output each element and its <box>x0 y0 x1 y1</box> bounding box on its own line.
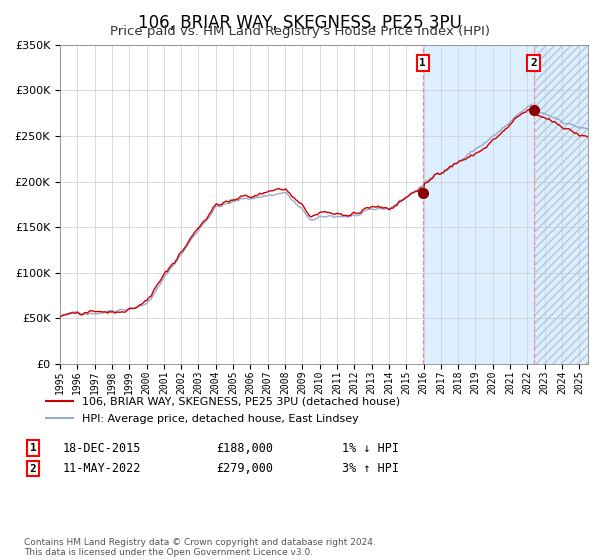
Text: 3% ↑ HPI: 3% ↑ HPI <box>342 462 399 475</box>
Bar <box>423 45 588 364</box>
Text: £279,000: £279,000 <box>216 462 273 475</box>
Text: 1% ↓ HPI: 1% ↓ HPI <box>342 441 399 455</box>
Legend: 106, BRIAR WAY, SKEGNESS, PE25 3PU (detached house), HPI: Average price, detache: 106, BRIAR WAY, SKEGNESS, PE25 3PU (deta… <box>40 391 406 429</box>
Text: 11-MAY-2022: 11-MAY-2022 <box>63 462 142 475</box>
Bar <box>533 45 588 364</box>
Text: 2: 2 <box>530 58 537 68</box>
Text: 2: 2 <box>29 464 37 474</box>
Text: 18-DEC-2015: 18-DEC-2015 <box>63 441 142 455</box>
Text: 1: 1 <box>29 443 37 453</box>
Text: Contains HM Land Registry data © Crown copyright and database right 2024.
This d: Contains HM Land Registry data © Crown c… <box>24 538 376 557</box>
Text: 1: 1 <box>419 58 426 68</box>
Text: £188,000: £188,000 <box>216 441 273 455</box>
Text: 106, BRIAR WAY, SKEGNESS, PE25 3PU: 106, BRIAR WAY, SKEGNESS, PE25 3PU <box>138 14 462 32</box>
Text: Price paid vs. HM Land Registry's House Price Index (HPI): Price paid vs. HM Land Registry's House … <box>110 25 490 38</box>
